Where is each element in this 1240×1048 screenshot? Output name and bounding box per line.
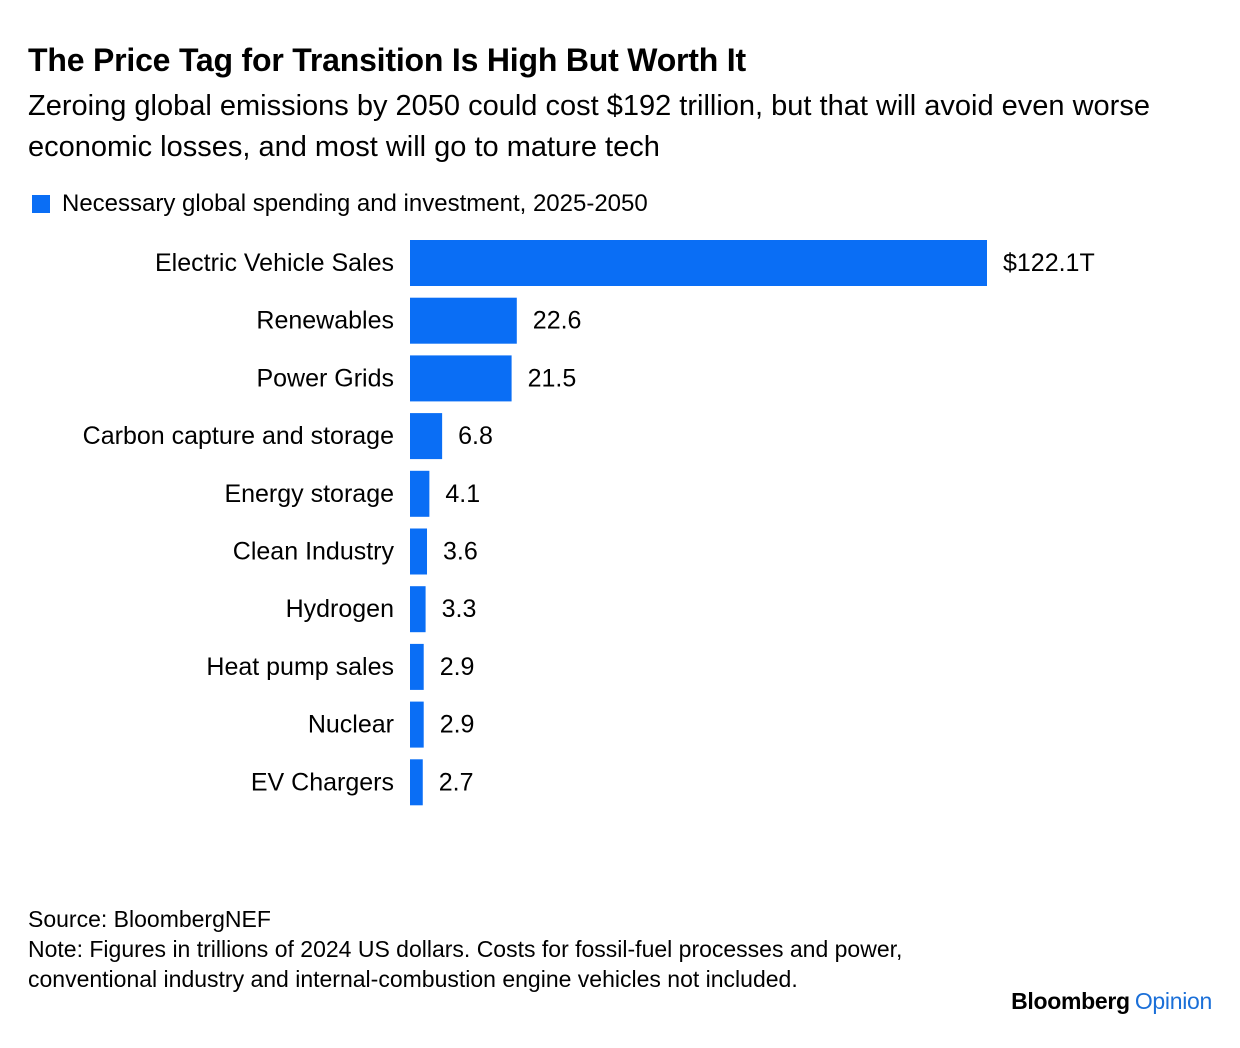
brand-accent: Opinion <box>1134 988 1212 1014</box>
chart-subtitle: Zeroing global emissions by 2050 could c… <box>28 90 1150 163</box>
bar <box>410 355 512 402</box>
value-label: 2.9 <box>440 711 475 739</box>
value-label: 21.5 <box>528 364 577 392</box>
category-label: Power Grids <box>256 364 394 392</box>
category-label: Energy storage <box>224 480 394 508</box>
bar <box>410 528 428 575</box>
bar <box>410 759 423 806</box>
value-label: 6.8 <box>458 422 493 450</box>
brand-name: Bloomberg <box>1011 988 1130 1014</box>
bar <box>410 240 987 286</box>
bar <box>410 470 430 517</box>
category-label: EV Chargers <box>251 768 394 796</box>
category-label: Hydrogen <box>286 595 394 623</box>
value-label: 22.6 <box>533 307 582 335</box>
category-label: Heat pump sales <box>206 653 394 681</box>
bar <box>410 643 424 690</box>
value-label: $122.1T <box>1003 249 1095 277</box>
legend: Necessary global spending and investment… <box>32 190 648 218</box>
category-label: Electric Vehicle Sales <box>155 249 394 277</box>
footer: Source: BloombergNEF Note: Figures in tr… <box>28 904 948 994</box>
bar-chart: Electric Vehicle Sales $122.1T Renewables 2… <box>83 240 1095 806</box>
legend-label: Necessary global spending and investment… <box>62 190 648 217</box>
methodology-note: Note: Figures in trillions of 2024 US do… <box>28 936 903 992</box>
source-note: Source: BloombergNEF <box>28 906 271 932</box>
category-label: Nuclear <box>308 711 394 739</box>
value-label: 2.9 <box>440 653 475 681</box>
value-label: 2.7 <box>439 768 474 796</box>
category-label: Clean Industry <box>233 538 395 566</box>
chart-title: The Price Tag for Transition Is High But… <box>28 42 746 78</box>
value-label: 3.6 <box>443 538 478 566</box>
bar <box>410 701 424 748</box>
category-label: Renewables <box>256 307 394 335</box>
category-label: Carbon capture and storage <box>83 422 394 450</box>
legend-swatch <box>32 195 50 213</box>
value-label: 3.3 <box>442 595 477 623</box>
brand-logo: Bloomberg Opinion <box>1011 988 1212 1015</box>
bar <box>410 413 443 460</box>
value-label: 4.1 <box>445 480 480 508</box>
bar <box>410 297 517 344</box>
bar <box>410 586 426 633</box>
